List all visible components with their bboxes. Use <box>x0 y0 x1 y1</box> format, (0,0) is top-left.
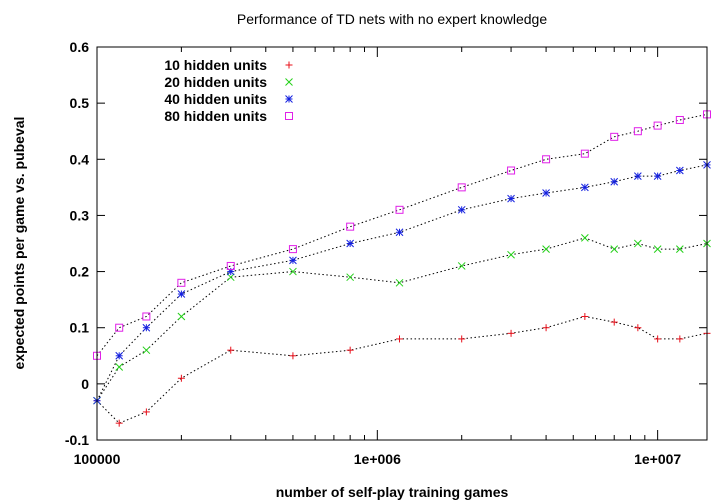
series-4-point <box>346 222 355 231</box>
series-2-trend-line <box>96 237 708 401</box>
legend-label: 40 hidden units <box>164 91 267 107</box>
legend-label: 20 hidden units <box>164 74 267 90</box>
series-4-point <box>226 261 235 270</box>
legend-label: 80 hidden units <box>164 108 267 124</box>
series-2-point <box>653 245 662 253</box>
legend-marker-2 <box>285 78 293 86</box>
series-3-point <box>633 172 642 180</box>
series-2-point <box>289 267 297 276</box>
series-2-point <box>142 346 151 355</box>
series-3-point <box>675 166 684 175</box>
legend-label: 10 hidden units <box>164 57 267 73</box>
series-1-point <box>581 312 589 320</box>
series-2-point <box>507 250 515 259</box>
series-4-point <box>675 115 684 124</box>
series-2-point <box>581 234 589 242</box>
series-1-point <box>115 419 123 427</box>
series-1-point <box>542 324 550 332</box>
series-3-point <box>542 189 550 197</box>
series-2-point <box>457 262 466 270</box>
y-tick-label: 0.5 <box>70 95 90 111</box>
x-tick-label: 100000 <box>74 451 121 467</box>
series-2-point <box>633 239 642 248</box>
series-4-point <box>395 205 404 214</box>
series-1-point <box>654 335 662 343</box>
series-1-point <box>507 329 515 337</box>
series-1-point <box>346 346 354 354</box>
series-1-trend-line <box>96 315 708 424</box>
y-tick-label: 0.4 <box>70 151 90 167</box>
series-2-point <box>177 312 186 321</box>
chart-title: Performance of TD nets with no expert kn… <box>237 11 547 27</box>
x-tick-label: 1e+006 <box>354 451 401 467</box>
series-3-point <box>653 172 662 180</box>
series-4-point <box>507 166 516 175</box>
x-axis-label: number of self-play training games <box>276 484 509 500</box>
series-1-point <box>458 335 466 343</box>
series-4-point <box>115 323 124 332</box>
series-2-point <box>542 245 550 253</box>
series-4-point <box>457 183 466 192</box>
series-3-point <box>610 177 619 186</box>
series-4-point <box>142 312 151 321</box>
series-2-point <box>610 245 619 253</box>
legend-marker-1 <box>285 61 293 69</box>
series-2-point <box>675 245 684 253</box>
series-1-point <box>676 335 684 343</box>
series-3-point <box>289 256 297 265</box>
plot-frame <box>96 46 708 441</box>
y-tick-label: 0.6 <box>70 39 90 55</box>
series-4-point <box>610 132 619 141</box>
axes: -0.1 0 0.1 0.2 0.3 0.4 0.5 0.6 100000 1e+006 1e+00… <box>65 39 707 467</box>
legend-marker-3 <box>285 95 293 103</box>
plot-area <box>93 110 711 427</box>
series-3-point <box>177 290 186 298</box>
series-3-point <box>115 351 124 360</box>
y-tick-label: -0.1 <box>65 432 89 448</box>
series-3-trend-line <box>96 164 708 401</box>
series-3-point <box>507 194 515 203</box>
series-4-point <box>580 149 589 158</box>
y-tick-label: 0.3 <box>70 207 90 223</box>
series-1-point <box>289 352 297 360</box>
series-4-point <box>633 127 642 136</box>
series-4-point <box>653 121 662 130</box>
series-4-point <box>542 155 551 164</box>
series-1-point <box>227 346 235 354</box>
series-4-point <box>177 278 186 287</box>
series-1-point <box>396 335 404 343</box>
series-3-point <box>395 228 404 237</box>
series-2-point <box>115 363 124 371</box>
series-1-point <box>634 324 642 332</box>
y-axis-label: expected points per game vs. pubeval <box>11 117 27 370</box>
series-1-point <box>142 408 150 416</box>
series-2-point <box>395 278 404 287</box>
series-1-point <box>610 318 618 326</box>
series-3-point <box>142 323 151 332</box>
series-2-point <box>226 273 235 282</box>
series-3-point <box>457 205 466 214</box>
x-tick-label: 1e+007 <box>634 451 681 467</box>
series-2-point <box>346 273 355 282</box>
y-tick-label: 0.1 <box>70 320 90 336</box>
y-tick-label: 0 <box>81 376 89 392</box>
series-3-point <box>346 239 355 248</box>
y-tick-label: 0.2 <box>70 264 90 280</box>
legend-marker-4 <box>285 112 293 120</box>
series-4-point <box>288 245 297 254</box>
series-1-point <box>177 374 185 382</box>
series-3-point <box>581 183 589 192</box>
